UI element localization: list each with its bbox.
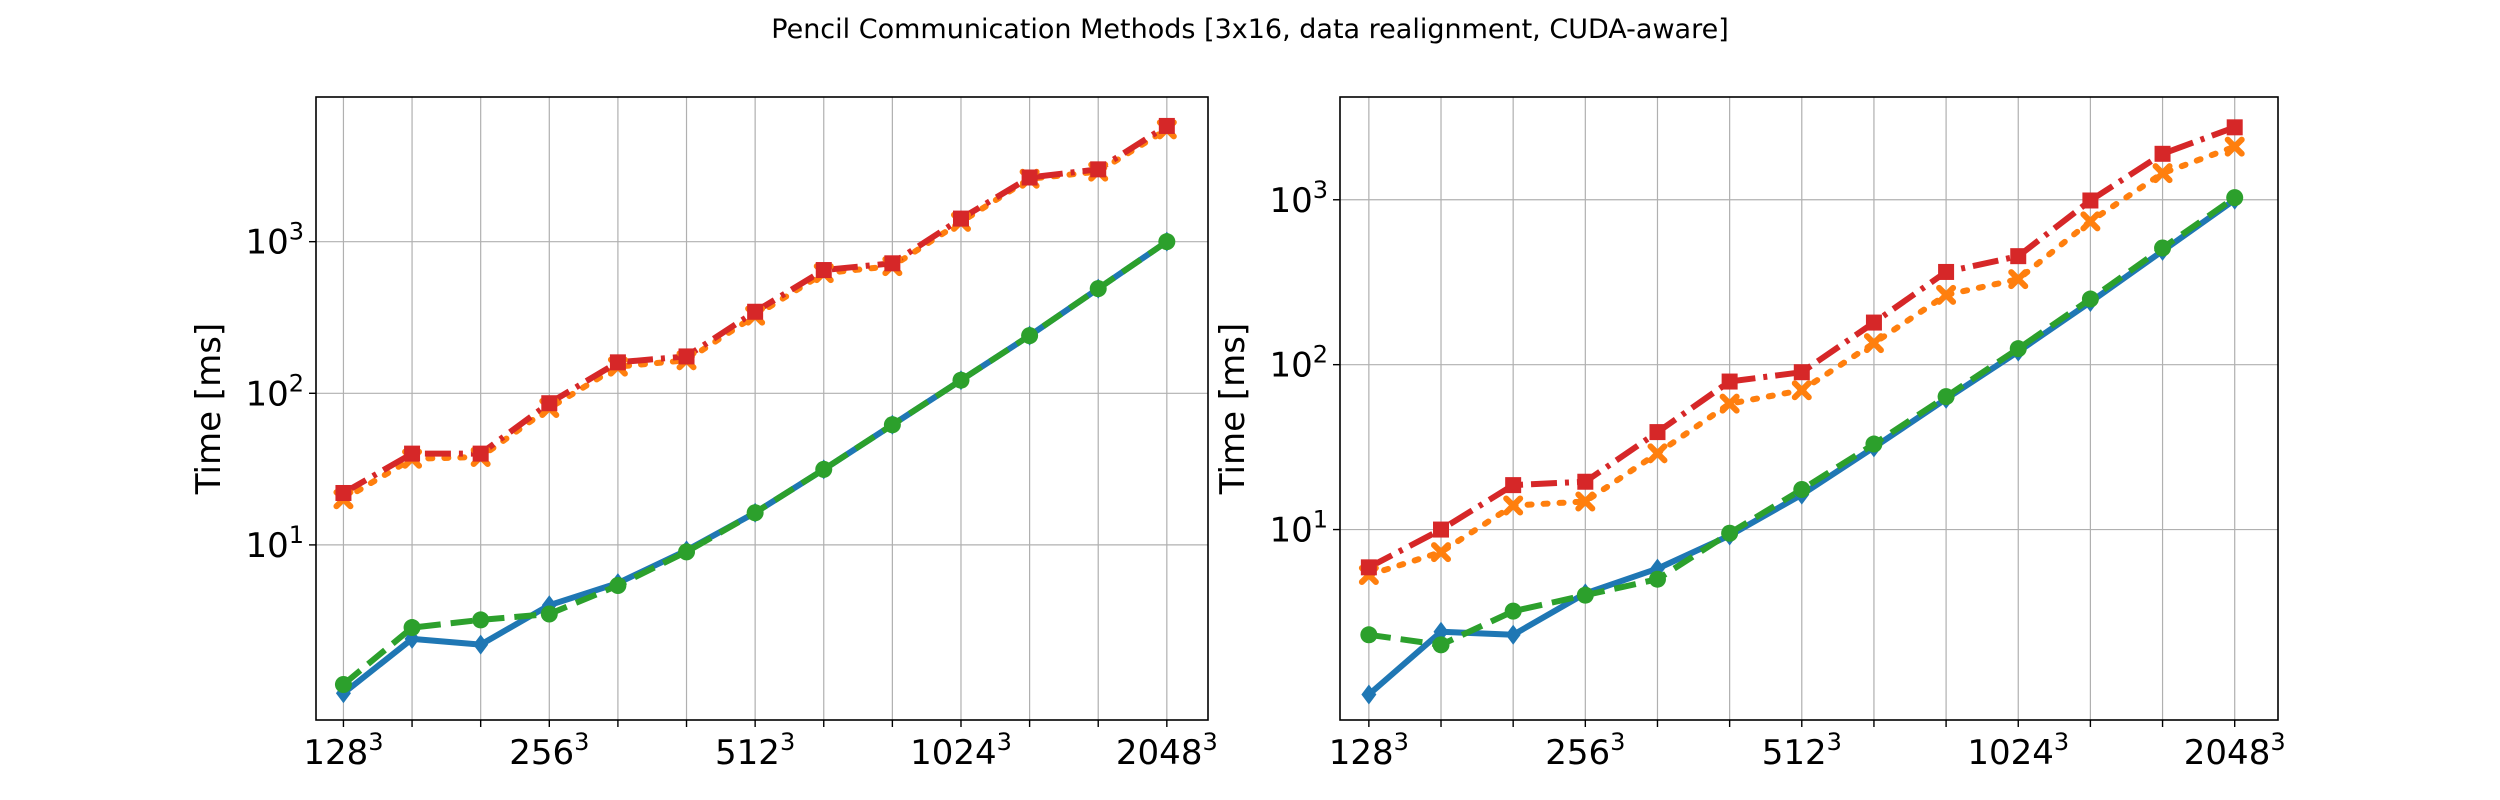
- data-point-series-3: [2154, 145, 2171, 162]
- data-point-series-2: [746, 504, 764, 522]
- y-tick-label: 103: [1269, 176, 1328, 221]
- left-chart-panel: 1283 2563 5123 10243 20483 101 102 103 Time [ms]: [189, 96, 1218, 773]
- data-point-series-3: [1021, 169, 1038, 186]
- data-point-series-2: [1937, 388, 1955, 406]
- data-point-series-2: [2081, 290, 2099, 308]
- data-point-series-0: [1433, 621, 1449, 642]
- data-point-series-3: [678, 348, 695, 365]
- x-tick-label: 20483: [1116, 728, 1218, 773]
- x-tick-label: 1283: [303, 728, 383, 773]
- data-point-series-1: [1791, 380, 1812, 401]
- right-chart-panel: 1283 2563 5123 10243 20483 101 102 103 Time [ms]: [1213, 96, 2286, 773]
- data-point-series-1: [1863, 333, 1884, 354]
- data-point-series-3: [1649, 424, 1666, 441]
- data-point-series-3: [541, 395, 558, 412]
- data-point-series-1: [2152, 163, 2173, 184]
- data-point-series-2: [678, 543, 696, 561]
- data-point-series-3: [404, 445, 421, 462]
- data-point-series-0: [1505, 624, 1521, 645]
- data-point-series-1: [2008, 269, 2029, 290]
- data-point-series-2: [1576, 586, 1594, 604]
- data-point-series-2: [1865, 435, 1883, 453]
- plot-area: [333, 117, 1177, 704]
- data-point-series-2: [815, 460, 833, 478]
- data-point-series-3: [952, 210, 969, 227]
- data-point-series-1: [1647, 443, 1668, 464]
- data-point-series-2: [1360, 626, 1378, 644]
- y-tick-label: 103: [245, 218, 304, 263]
- data-point-series-3: [1090, 161, 1107, 178]
- y-tick-label: 101: [1269, 506, 1328, 551]
- y-axis-label: Time [ms]: [1213, 323, 1253, 495]
- data-point-series-2: [1021, 327, 1039, 345]
- data-point-series-2: [609, 576, 627, 594]
- x-tick-label: 1283: [1329, 728, 1409, 773]
- x-tick-label: 10243: [1967, 728, 2069, 773]
- data-point-series-3: [472, 445, 489, 462]
- data-point-series-2: [2226, 189, 2244, 207]
- data-point-series-2: [1432, 636, 1450, 654]
- data-point-series-2: [1158, 233, 1176, 251]
- data-point-series-1: [2080, 211, 2101, 232]
- axes-frame: [1339, 96, 2279, 721]
- y-axis-label: Time [ms]: [189, 323, 229, 495]
- data-point-series-3: [2010, 248, 2027, 265]
- data-point-series-3: [1865, 314, 1882, 331]
- data-point-series-1: [1503, 495, 1524, 516]
- data-point-series-3: [609, 354, 626, 371]
- data-point-series-2: [952, 371, 970, 389]
- data-point-series-3: [1577, 473, 1594, 490]
- data-point-series-3: [2226, 119, 2243, 136]
- data-point-series-3: [1938, 263, 1955, 280]
- data-point-series-3: [1360, 559, 1377, 576]
- data-point-series-1: [2224, 136, 2245, 157]
- data-point-series-3: [335, 484, 352, 501]
- data-point-series-2: [472, 611, 490, 629]
- x-tick-label: 10243: [910, 728, 1012, 773]
- data-point-series-2: [2154, 239, 2172, 257]
- x-tick-label: 5123: [715, 728, 795, 773]
- x-tick-label: 5123: [1762, 728, 1842, 773]
- data-point-series-2: [1793, 480, 1811, 498]
- data-point-series-2: [1504, 602, 1522, 620]
- data-point-series-2: [1089, 280, 1107, 298]
- axes-frame: [315, 96, 1209, 721]
- data-point-series-0: [1361, 684, 1377, 705]
- data-point-series-0: [473, 634, 489, 655]
- data-point-series-3: [747, 303, 764, 320]
- x-tick-label: 20483: [2184, 728, 2286, 773]
- figure-title: Pencil Communication Methods [3x16, data…: [771, 14, 1728, 45]
- data-point-series-3: [1505, 477, 1522, 494]
- y-tick-label: 102: [1269, 341, 1328, 386]
- data-point-series-2: [2009, 340, 2027, 358]
- data-point-series-2: [1648, 570, 1666, 588]
- x-tick-label: 2563: [1545, 728, 1625, 773]
- plot-area: [1358, 119, 2245, 705]
- data-point-series-3: [1433, 521, 1450, 538]
- data-point-series-1: [1936, 284, 1957, 305]
- data-point-series-3: [1721, 373, 1738, 390]
- data-point-series-2: [883, 416, 901, 434]
- data-point-series-2: [540, 605, 558, 623]
- data-point-series-3: [884, 255, 901, 272]
- data-point-series-2: [1721, 524, 1739, 542]
- data-point-series-1: [1575, 491, 1596, 512]
- x-tick-label: 2563: [509, 728, 589, 773]
- data-point-series-1: [1431, 542, 1452, 563]
- y-tick-label: 102: [245, 369, 304, 414]
- data-point-series-1: [1719, 393, 1740, 414]
- y-tick-label: 101: [245, 521, 304, 566]
- data-point-series-3: [1158, 117, 1175, 134]
- data-point-series-3: [1793, 364, 1810, 381]
- data-point-series-3: [2082, 192, 2099, 209]
- data-point-series-3: [815, 262, 832, 279]
- data-point-series-2: [403, 619, 421, 637]
- data-point-series-2: [334, 676, 352, 694]
